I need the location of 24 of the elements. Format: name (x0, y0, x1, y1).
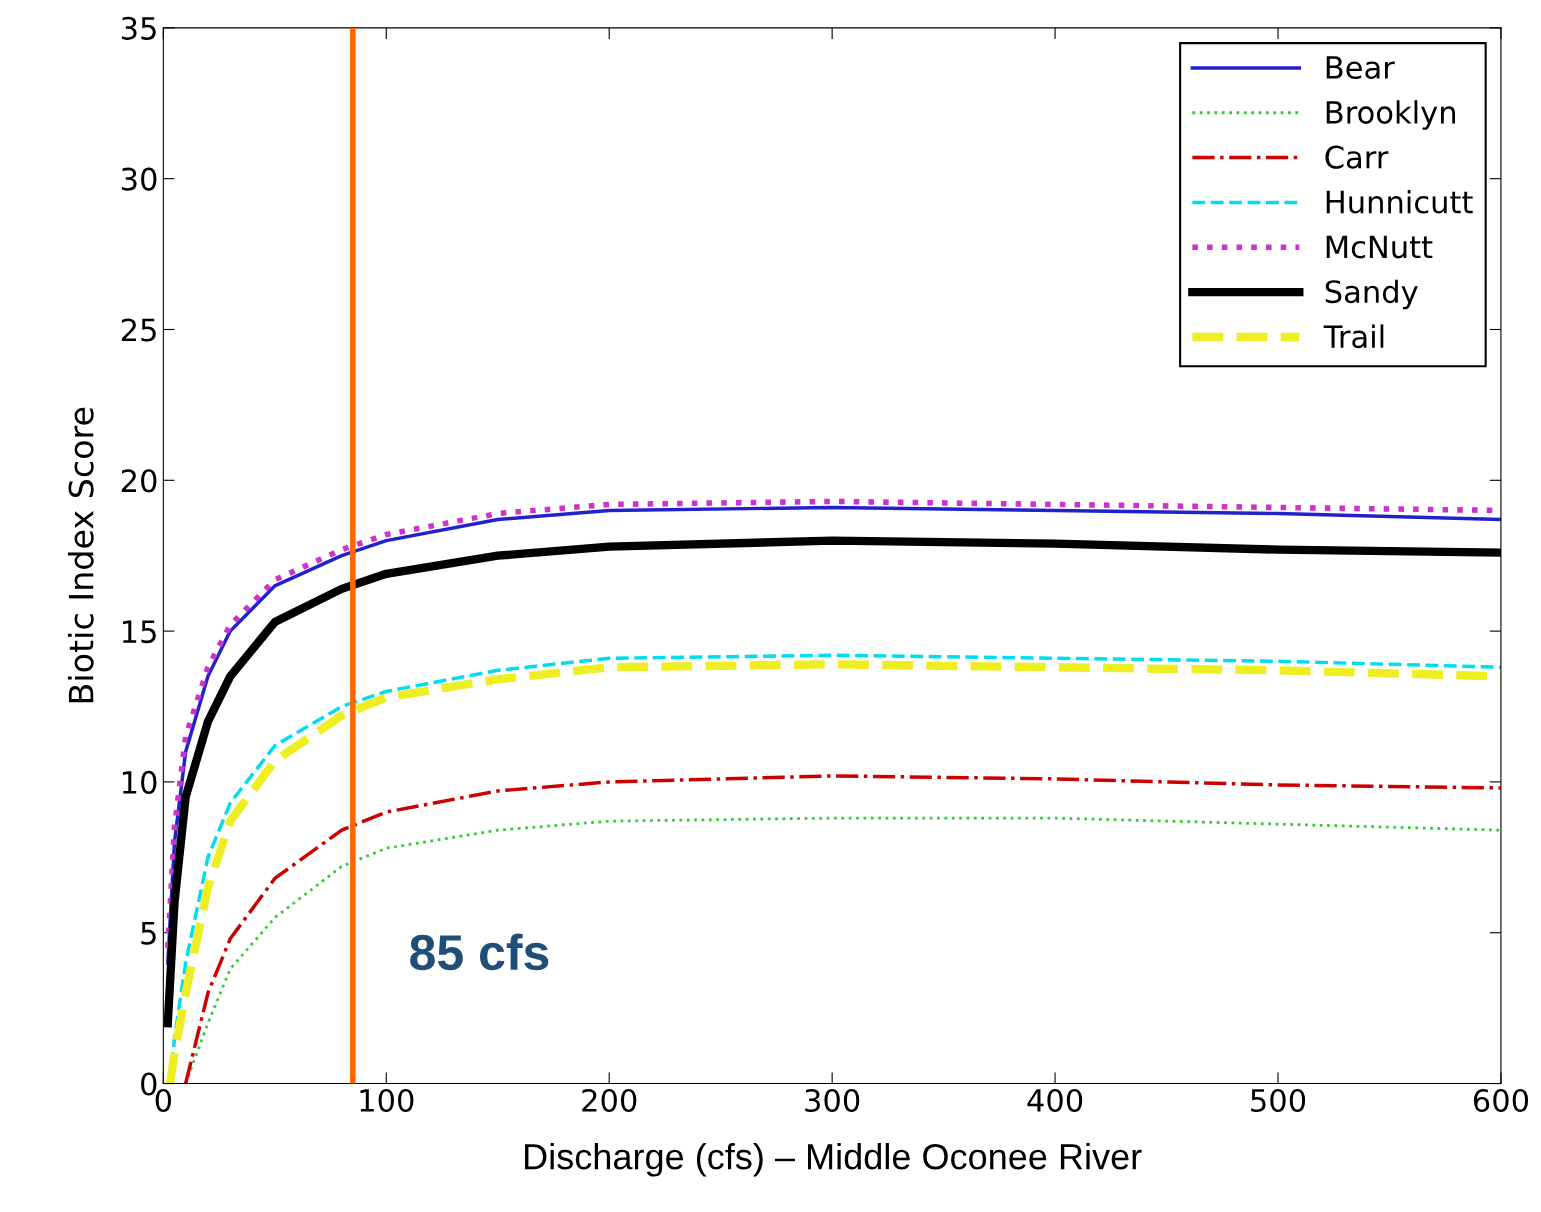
ref-line-label: 85 cfs (410, 933, 549, 971)
legend-label: Carr (1325, 145, 1389, 169)
y-tick-label: 15 (122, 620, 156, 644)
y-tick-label: 10 (122, 770, 157, 794)
x-tick-label: 400 (1027, 1088, 1083, 1113)
x-axis-title: Discharge (cfs) – Middle Oconee River (525, 1142, 1142, 1177)
x-tick-label: 600 (1473, 1088, 1529, 1113)
y-tick-label: 30 (121, 167, 157, 191)
x-tick-label: 200 (582, 1088, 637, 1113)
y-tick-label: 20 (121, 469, 157, 493)
x-tick-label: 300 (805, 1088, 860, 1113)
legend-label: McNutt (1326, 235, 1433, 259)
x-tick-label: 100 (360, 1088, 414, 1113)
y-tick-label: 35 (121, 16, 156, 40)
legend-label: Trail (1323, 324, 1384, 349)
y-tick-label: 0 (141, 1072, 157, 1096)
y-tick-label: 25 (121, 318, 156, 342)
y-axis-title: Biotic Index Score (67, 407, 94, 703)
legend-label: Bear (1326, 56, 1395, 80)
y-tick-label: 5 (141, 922, 156, 945)
legend-label: Sandy (1325, 279, 1418, 310)
legend-label: Brooklyn (1326, 100, 1456, 130)
legend-label: Hunnicutt (1326, 189, 1473, 214)
x-tick-label: 500 (1251, 1088, 1306, 1113)
